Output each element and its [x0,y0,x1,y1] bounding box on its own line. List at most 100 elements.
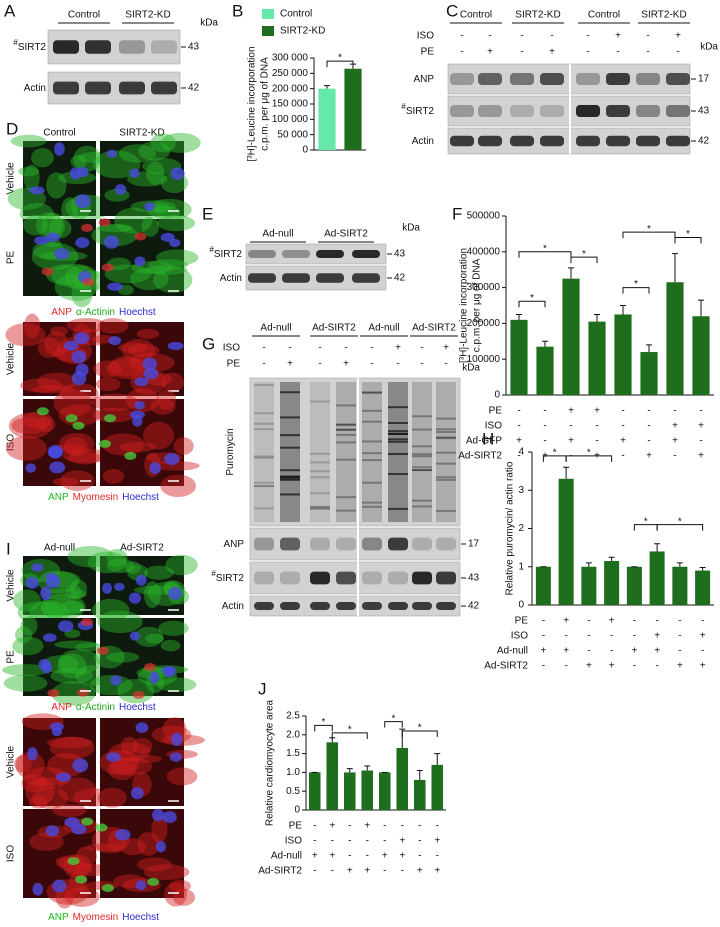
nucleus [45,575,61,589]
treatment-label: ISO [417,31,434,42]
treatment-mark: - [396,359,399,370]
blot-band [540,73,564,85]
significance-bracket [674,236,702,244]
panel-letter: F [452,204,462,223]
significance-label: * [348,725,352,736]
anp-signal [134,232,147,241]
cell-signal [125,387,160,413]
significance-bracket [518,300,546,308]
blot-band [282,250,310,258]
significance-label: * [587,447,591,458]
cell-signal [15,626,33,644]
nucleus [107,282,123,291]
cell-signal [20,616,38,636]
condition-label: Ad-SIRT2 [458,451,502,462]
bar [626,566,642,605]
cell-signal [37,337,61,358]
blot-band [151,40,177,54]
cell-signal [153,266,193,293]
cell-signal [157,214,196,232]
lane-group-label: Control [588,10,620,21]
y-tick-label: 100000 [467,354,501,365]
cell-signal [12,636,44,656]
nucleus [134,256,146,267]
blot-band [280,391,300,394]
cell-signal [156,249,199,266]
nucleus [110,675,122,686]
cell-signal [87,551,127,574]
stain-name: Myomesin [73,492,119,503]
blot-band [606,105,630,117]
blot-band [362,440,382,443]
treatment-mark: - [420,343,423,354]
anp-signal [101,263,114,272]
condition-mark: - [587,616,590,627]
blot-band [280,416,300,419]
bar [318,88,336,150]
cell-signal [61,197,78,224]
blot-band [280,475,300,478]
blot-band [666,135,690,147]
nucleus [72,758,89,773]
cell-signal [32,786,69,809]
nucleus [161,666,176,675]
row-label: Vehicle [6,162,17,195]
cell-signal [23,214,48,236]
nucleus [25,463,37,473]
condition-mark: - [331,866,334,877]
condition-mark: + [563,616,569,627]
cell-signal [164,882,188,907]
blot-band [362,537,382,551]
anp-signal [132,690,145,699]
legend-label: Control [280,9,312,20]
cell-signal [46,737,94,749]
lane-group-label: SIRT2-KD [641,10,686,21]
nucleus [149,671,160,684]
panel-letter: A [4,1,16,20]
column-label: Control [43,128,75,139]
cell-signal [160,474,197,498]
y-tick-label: 250 000 [272,68,309,79]
treatment-mark: - [344,343,347,354]
lane-group-label: Control [68,10,100,21]
blot-band [336,404,356,407]
blot-band [450,73,474,85]
error-bar [676,562,683,567]
significance-label: * [647,224,651,235]
cell-signal [134,626,164,647]
significance-label: * [322,717,326,728]
condition-label: ISO [485,421,502,432]
blot-band [280,571,300,585]
row-label: Vehicle [6,745,17,778]
condition-mark: - [383,836,386,847]
blot-band [336,428,356,431]
blot-band [436,417,456,420]
y-tick-label: 2 [518,523,524,534]
condition-mark: - [673,406,676,417]
condition-mark: + [700,631,706,642]
bar [695,570,711,605]
cell-signal [149,206,181,218]
stain-name: Hoechst [119,702,156,713]
condition-mark: - [543,436,546,447]
nucleus [25,576,39,589]
significance-bracket [622,231,676,239]
cell-signal [137,831,160,856]
blot-band [388,438,408,441]
cell-signal [41,599,85,616]
superscript: # [211,569,216,578]
condition-mark: + [620,436,626,447]
nucleus [152,808,165,822]
bar [614,314,632,395]
unit-label: kDa [462,363,480,374]
blot-band [310,507,330,510]
cell-signal [97,610,143,634]
cell-signal [18,166,40,177]
condition-mark: - [383,821,386,832]
condition-mark: - [610,646,613,657]
bar [343,772,356,810]
error-bar [654,543,661,552]
row-label-text: Puromycin [225,428,236,475]
stain-name: α-Actinin [76,702,115,713]
blot-band [282,273,310,283]
